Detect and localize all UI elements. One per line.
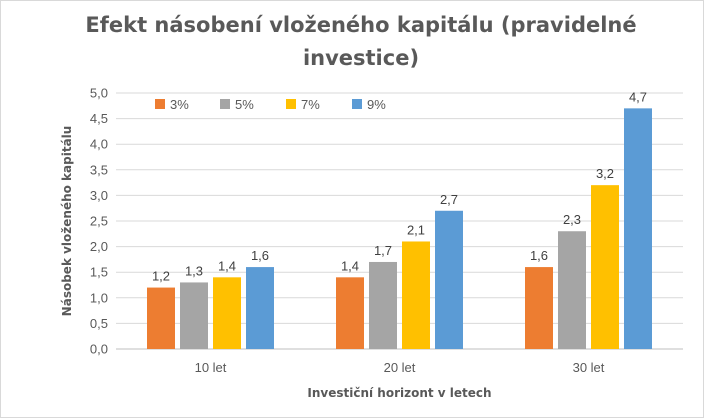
- legend-label: 3%: [170, 97, 189, 112]
- x-tick-label: 10 let: [195, 360, 227, 375]
- chart-title: Efekt násobení vloženého kapitálu (pravi…: [61, 9, 661, 75]
- bar: [591, 185, 619, 349]
- data-label: 3,2: [596, 166, 614, 181]
- bar: [246, 267, 274, 349]
- data-label: 1,6: [251, 248, 269, 263]
- y-tick-label: 3,0: [90, 188, 108, 203]
- chart-title-line-1: Efekt násobení vloženého kapitálu (pravi…: [85, 13, 637, 37]
- bar: [624, 108, 652, 349]
- x-tick-label: 30 let: [573, 360, 605, 375]
- chart-title-line-2: investice): [302, 46, 420, 70]
- y-tick-label: 0,5: [90, 316, 108, 331]
- data-label: 1,3: [185, 263, 203, 278]
- bar: [147, 287, 175, 349]
- bar: [180, 282, 208, 349]
- data-label: 1,2: [152, 269, 170, 284]
- y-tick-label: 3,5: [90, 162, 108, 177]
- legend-label: 7%: [301, 97, 320, 112]
- bar: [435, 210, 463, 349]
- data-label: 1,7: [374, 243, 392, 258]
- y-tick-label: 1,0: [90, 290, 108, 305]
- data-label: 2,7: [440, 192, 458, 207]
- y-tick-label: 1,5: [90, 265, 108, 280]
- legend-swatch: [352, 99, 362, 109]
- bar: [336, 277, 364, 349]
- data-label: 1,4: [218, 258, 236, 273]
- data-label: 2,1: [407, 222, 425, 237]
- y-tick-label: 2,0: [90, 239, 108, 254]
- data-label: 1,6: [530, 248, 548, 263]
- y-axis-title: Násobek vloženého kapitálu: [60, 126, 74, 317]
- y-tick-label: 4,5: [90, 111, 108, 126]
- data-label: 2,3: [563, 212, 581, 227]
- legend-label: 5%: [235, 97, 254, 112]
- bar: [525, 267, 553, 349]
- bar: [369, 261, 397, 349]
- legend-swatch: [286, 99, 296, 109]
- bar: [213, 277, 241, 349]
- bar: [402, 241, 430, 349]
- legend-label: 9%: [367, 97, 386, 112]
- y-tick-label: 0,0: [90, 342, 108, 357]
- legend-swatch: [220, 99, 230, 109]
- data-label: 4,7: [629, 89, 647, 104]
- y-tick-label: 4,0: [90, 137, 108, 152]
- legend-swatch: [155, 99, 165, 109]
- x-tick-label: 20 let: [384, 360, 416, 375]
- data-label: 1,4: [341, 258, 359, 273]
- y-tick-label: 2,5: [90, 214, 108, 229]
- x-axis-title: Investiční horizont v letech: [307, 386, 491, 400]
- y-tick-label: 5,0: [90, 86, 108, 101]
- bar: [558, 231, 586, 349]
